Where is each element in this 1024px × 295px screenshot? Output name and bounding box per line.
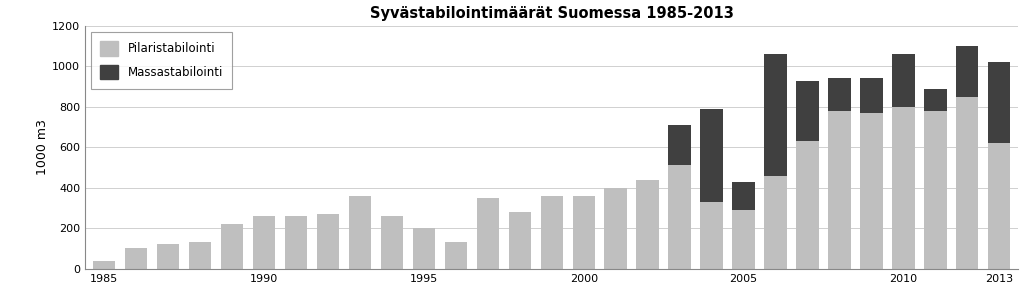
Bar [349,196,371,269]
Bar [476,198,499,269]
Bar [381,216,403,269]
Bar [732,210,755,269]
Bar [157,244,179,269]
Bar [669,165,691,269]
Bar [509,212,531,269]
Bar [541,196,563,269]
Bar [988,62,1011,143]
Bar [797,141,818,269]
Bar [572,196,595,269]
Bar [125,248,147,269]
Y-axis label: 1000 m3: 1000 m3 [36,119,49,175]
Bar [700,109,723,202]
Bar [764,54,786,176]
Bar [316,214,339,269]
Title: Syvästabilointimäärät Suomessa 1985-2013: Syvästabilointimäärät Suomessa 1985-2013 [370,6,733,21]
Bar [732,182,755,210]
Bar [860,113,883,269]
Bar [892,54,914,107]
Bar [828,111,851,269]
Bar [828,78,851,111]
Bar [604,188,627,269]
Bar [221,224,244,269]
Bar [669,125,691,165]
Bar [93,260,116,269]
Bar [413,228,435,269]
Bar [637,180,658,269]
Bar [924,111,946,269]
Bar [956,97,979,269]
Bar [764,176,786,269]
Bar [253,216,275,269]
Bar [285,216,307,269]
Bar [444,242,467,269]
Bar [189,242,211,269]
Legend: Pilaristabilointi, Massastabilointi: Pilaristabilointi, Massastabilointi [91,32,232,89]
Bar [924,88,946,111]
Bar [988,143,1011,269]
Bar [892,107,914,269]
Bar [860,78,883,113]
Bar [700,202,723,269]
Bar [797,81,818,141]
Bar [956,46,979,97]
